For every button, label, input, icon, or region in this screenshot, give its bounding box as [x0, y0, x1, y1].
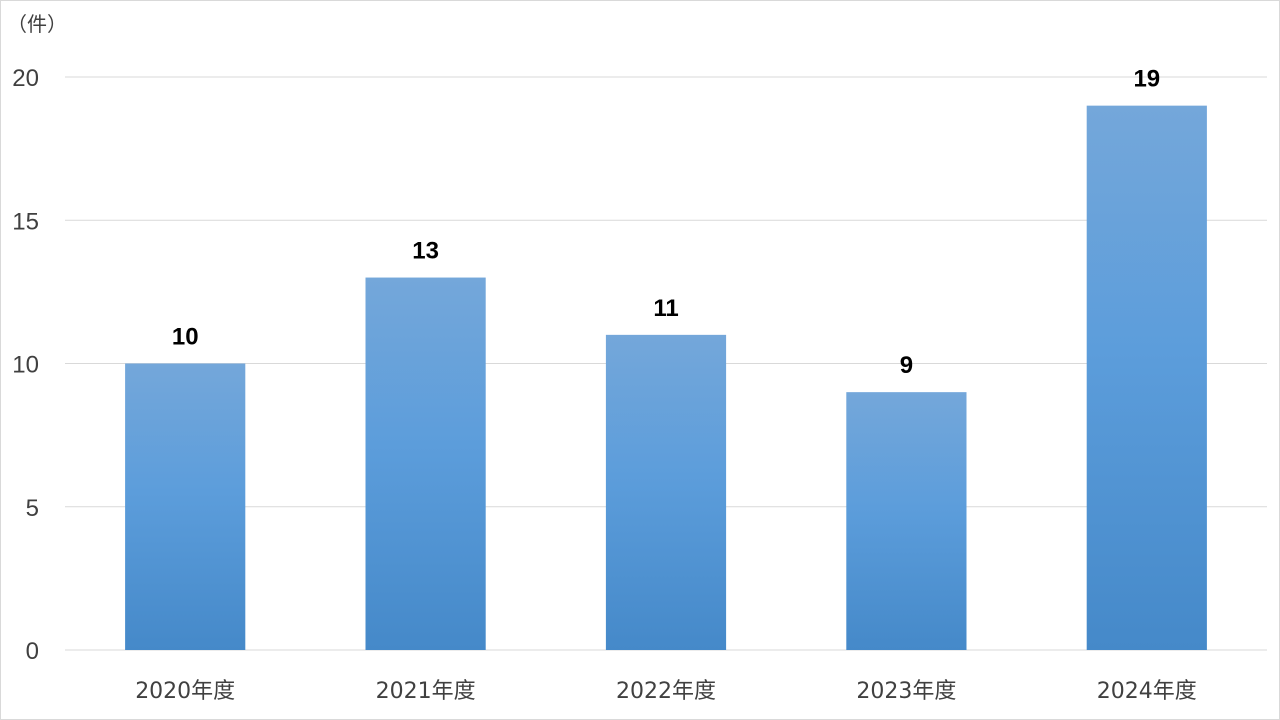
x-tick-label: 2024年度 — [1097, 679, 1197, 704]
bars — [125, 105, 1207, 650]
data-label: 19 — [1133, 66, 1160, 93]
y-tick-label: 20 — [12, 65, 39, 92]
data-label: 11 — [653, 295, 678, 322]
x-axis-ticks: 2020年度 2021年度 2022年度 2023年度 2024年度 — [135, 679, 1197, 704]
data-labels: 10 13 11 9 19 — [172, 66, 1160, 379]
bar — [846, 392, 967, 650]
x-tick-label: 2020年度 — [135, 679, 235, 704]
y-tick-label: 5 — [26, 495, 39, 522]
bar — [605, 334, 727, 650]
data-label: 13 — [412, 238, 439, 265]
y-tick-label: 10 — [12, 352, 39, 379]
y-axis-unit-label: （件） — [7, 12, 67, 36]
data-label: 9 — [900, 352, 913, 379]
x-tick-label: 2021年度 — [376, 679, 476, 704]
x-tick-label: 2023年度 — [856, 679, 956, 704]
bar — [1086, 105, 1207, 650]
data-label: 10 — [172, 324, 199, 351]
y-tick-label: 0 — [26, 638, 39, 665]
bar — [365, 277, 486, 650]
bar — [125, 363, 246, 650]
x-tick-label: 2022年度 — [616, 679, 716, 704]
y-axis-ticks: 0 5 10 15 20 — [12, 65, 39, 665]
y-tick-label: 15 — [12, 208, 39, 235]
